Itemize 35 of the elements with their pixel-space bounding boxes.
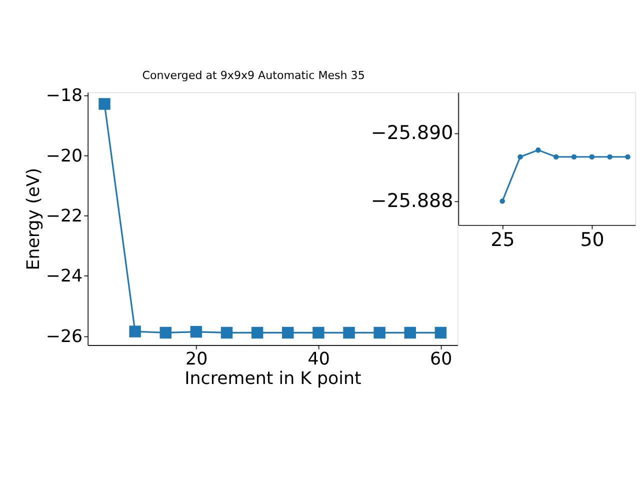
point xyxy=(500,198,505,204)
point xyxy=(607,154,612,160)
y-tick-label: −25.890 xyxy=(370,122,454,144)
point xyxy=(251,326,264,339)
x-tick-label: 50 xyxy=(580,228,604,251)
y-axis-title: Energy (eV) xyxy=(24,168,44,270)
point xyxy=(343,326,355,339)
point xyxy=(518,154,523,160)
point xyxy=(404,326,416,339)
point xyxy=(98,98,110,110)
x-tick-label: 20 xyxy=(186,349,208,370)
point xyxy=(536,147,541,153)
y-tick-label: −18 xyxy=(46,86,83,106)
y-tick-label: −22 xyxy=(46,206,83,227)
point xyxy=(282,326,294,339)
y-tick-label: −25.888 xyxy=(370,190,454,212)
point xyxy=(434,326,447,339)
point xyxy=(625,154,630,160)
point xyxy=(571,154,577,160)
x-axis-title: Increment in K point xyxy=(184,369,362,390)
point xyxy=(160,326,172,339)
x-tick-label: 40 xyxy=(308,349,330,370)
x-tick-label: 60 xyxy=(430,349,452,370)
y-tick-label: −24 xyxy=(46,266,83,287)
chart-title: Converged at 9x9x9 Automatic Mesh 35 xyxy=(142,69,365,82)
x-tick-label: 25 xyxy=(490,228,515,251)
point xyxy=(374,326,386,339)
point xyxy=(129,326,141,338)
point xyxy=(589,154,595,160)
y-tick-label: −26 xyxy=(46,326,83,347)
point xyxy=(220,326,233,339)
point xyxy=(553,154,559,160)
point xyxy=(312,326,324,339)
point xyxy=(190,326,202,338)
y-tick-label: −20 xyxy=(46,146,83,166)
